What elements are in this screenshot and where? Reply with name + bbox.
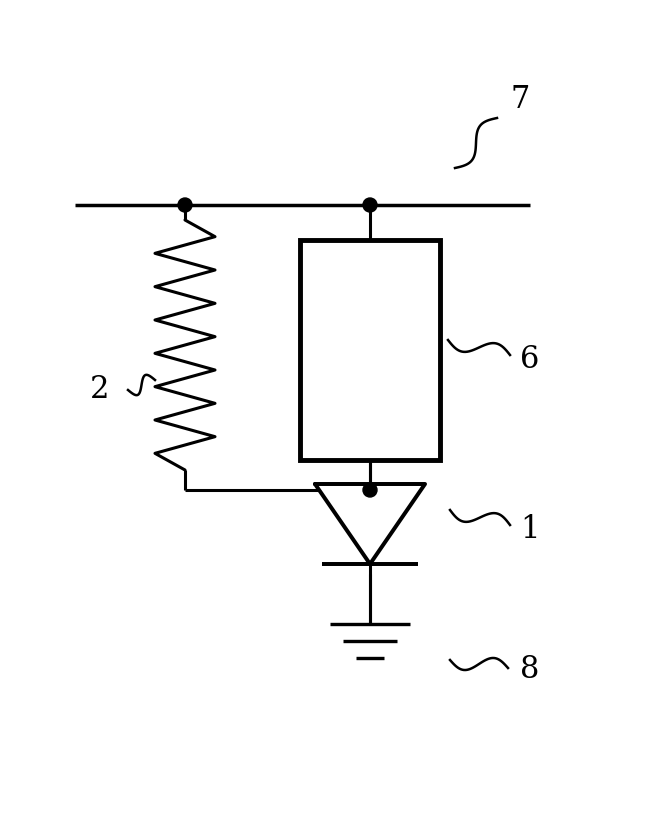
Circle shape xyxy=(363,483,377,497)
Circle shape xyxy=(363,198,377,212)
Text: 1: 1 xyxy=(520,514,540,545)
Text: 7: 7 xyxy=(511,84,529,115)
Polygon shape xyxy=(315,484,425,564)
Text: 6: 6 xyxy=(520,345,540,375)
Text: 8: 8 xyxy=(520,654,540,686)
Circle shape xyxy=(178,198,192,212)
Text: 2: 2 xyxy=(90,374,110,405)
Bar xyxy=(300,240,440,460)
